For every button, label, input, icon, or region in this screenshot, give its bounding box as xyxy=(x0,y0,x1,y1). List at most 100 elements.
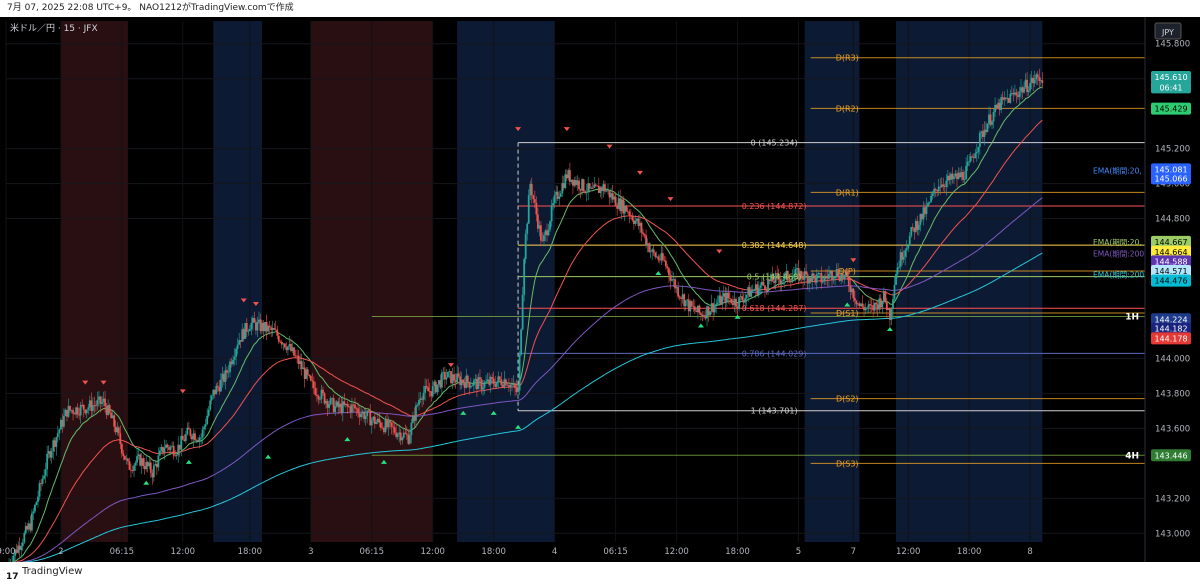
candle-body xyxy=(262,322,265,332)
candle-body xyxy=(299,361,302,364)
candle-body xyxy=(320,389,323,400)
candle-body xyxy=(678,296,681,298)
x-tick-label: 3 xyxy=(308,547,313,557)
candle-body xyxy=(154,463,157,466)
candle-body xyxy=(207,409,210,416)
candle-body xyxy=(538,225,541,229)
candle-body xyxy=(1030,77,1033,83)
candle-body xyxy=(1010,92,1013,94)
candle-body xyxy=(825,276,827,278)
candle-body xyxy=(951,173,954,180)
candle-body xyxy=(1035,74,1038,80)
candle-body xyxy=(602,184,605,191)
candle-body xyxy=(101,401,103,404)
candle-body xyxy=(911,227,914,228)
candle-body xyxy=(733,298,736,306)
candle-body xyxy=(325,400,327,404)
candle-body xyxy=(620,199,623,212)
candle-body xyxy=(821,281,824,283)
candle-body xyxy=(997,102,1000,109)
price-chart[interactable]: D(R3) D(R2) D(R1) D(P) D(S1) D(S2) D(S3) 0 (145… xyxy=(0,17,1200,571)
candle-body xyxy=(866,307,868,309)
candle-body xyxy=(116,427,119,433)
candle-body xyxy=(120,443,123,454)
candle-body xyxy=(518,354,521,391)
candle-body xyxy=(741,296,743,300)
candle-body xyxy=(985,129,987,133)
price-tag xyxy=(1151,235,1191,248)
candle-body xyxy=(756,284,759,295)
candle-body xyxy=(319,399,321,400)
candle-body xyxy=(427,387,430,392)
price-tag-label: 145.066 xyxy=(1154,174,1187,183)
candle-body xyxy=(849,286,852,292)
candle-body xyxy=(72,410,74,414)
candle-body xyxy=(430,391,433,397)
candle-body xyxy=(623,205,626,214)
candle-body xyxy=(486,379,489,382)
candle-body xyxy=(675,287,678,289)
candle-body xyxy=(751,290,754,292)
candle-body xyxy=(181,435,184,440)
symbol-label[interactable]: 米ドル／円 · 15 · JFX xyxy=(10,22,98,34)
candle-body xyxy=(314,388,317,395)
candle-body xyxy=(847,276,850,287)
chart-panel[interactable]: D(R3) D(R2) D(R1) D(P) D(S1) D(S2) D(S3) 0 (145… xyxy=(0,17,1200,571)
candle-body xyxy=(226,370,228,373)
candle-body xyxy=(972,157,975,159)
pivot-level-label: D(R1) xyxy=(836,188,859,197)
candle-body xyxy=(418,399,420,405)
candle-body xyxy=(936,190,939,192)
candle-body xyxy=(203,426,206,430)
candle-body xyxy=(600,187,603,191)
candle-body xyxy=(495,381,498,387)
candle-body xyxy=(1027,90,1030,93)
candle-body xyxy=(631,215,634,221)
candle-body xyxy=(840,273,843,281)
candle-body xyxy=(907,245,910,249)
candle-body xyxy=(421,398,423,400)
candle-body xyxy=(349,406,352,413)
candle-body xyxy=(567,170,570,179)
candle-body xyxy=(84,409,87,414)
candle-body xyxy=(596,185,599,187)
swing-low-marker xyxy=(380,459,387,464)
candle-body xyxy=(1007,97,1010,103)
candle-body xyxy=(456,373,459,383)
candle-body xyxy=(841,273,844,279)
swing-low-marker xyxy=(697,323,704,328)
swing-high-marker xyxy=(667,197,674,202)
candle-body xyxy=(687,299,690,312)
candle-body xyxy=(541,240,544,242)
y-tick-label: 144.000 xyxy=(1155,354,1190,364)
currency-label[interactable]: JPY xyxy=(1161,28,1174,37)
candle-body xyxy=(163,447,166,453)
y-tick-label: 145.800 xyxy=(1155,40,1190,50)
candle-body xyxy=(296,355,298,357)
candle-body xyxy=(949,173,952,180)
candle-body xyxy=(619,198,622,212)
candle-body xyxy=(497,376,500,382)
candle-body xyxy=(447,371,449,378)
candle-body xyxy=(444,371,446,380)
candle-body xyxy=(389,420,391,423)
y-tick-label: 143.600 xyxy=(1155,424,1190,434)
candle-body xyxy=(410,422,413,436)
candle-body xyxy=(818,273,821,274)
candle-body xyxy=(744,298,747,303)
candle-body xyxy=(315,394,318,396)
candle-body xyxy=(63,415,65,427)
candle-body xyxy=(372,416,375,421)
candle-body xyxy=(718,295,721,303)
candle-body xyxy=(632,220,635,224)
candle-body xyxy=(18,545,21,550)
candle-body xyxy=(722,293,725,297)
candle-body xyxy=(436,384,439,393)
indicator-label: EMA(期間:20, 終 xyxy=(1093,237,1152,247)
price-tag-label: 144.588 xyxy=(1154,257,1187,266)
candle-body xyxy=(209,400,212,410)
candle-body xyxy=(491,376,494,379)
candle-body xyxy=(597,185,600,193)
candle-body xyxy=(485,381,487,383)
candle-body xyxy=(927,203,929,206)
